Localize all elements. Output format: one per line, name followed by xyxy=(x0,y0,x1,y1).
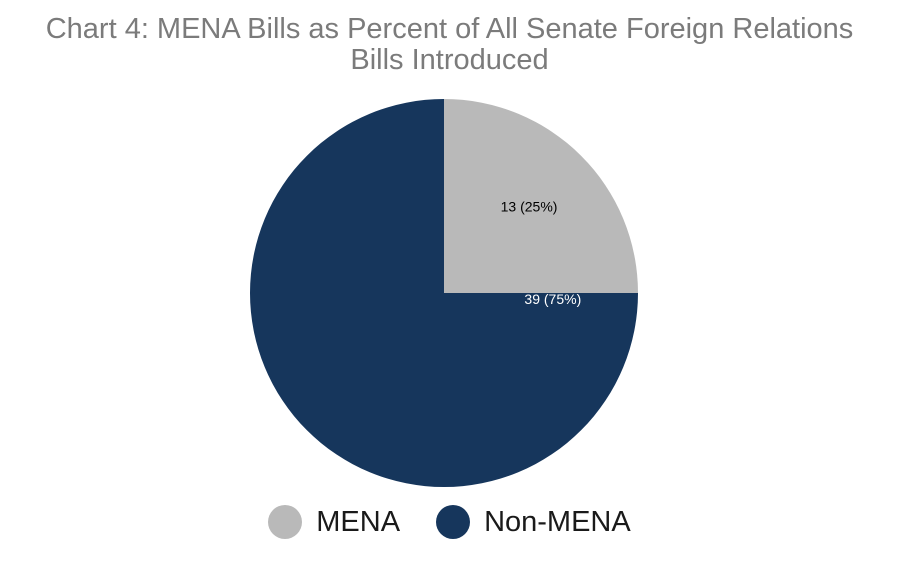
pie-slice-mena xyxy=(444,99,638,293)
data-label-non-mena: 39 (75%) xyxy=(524,291,581,307)
chart-title-line-1: Chart 4: MENA Bills as Percent of All Se… xyxy=(45,13,854,45)
legend-swatch-mena xyxy=(268,505,303,539)
pie-slice-non-mena xyxy=(250,99,638,487)
data-label-mena: 13 (25%) xyxy=(501,199,558,215)
chart-legend: MENA Non-MENA xyxy=(0,500,899,544)
chart-title-line-2: Bills Introduced xyxy=(350,44,549,76)
legend-label-mena: MENA xyxy=(316,505,401,538)
legend-label-non-mena: Non-MENA xyxy=(484,505,631,538)
legend-swatch-non-mena xyxy=(436,505,471,539)
legend-item-non-mena: Non-MENA xyxy=(436,505,631,539)
legend-item-mena: MENA xyxy=(268,505,400,539)
chart-title: Chart 4: MENA Bills as Percent of All Se… xyxy=(0,14,899,76)
